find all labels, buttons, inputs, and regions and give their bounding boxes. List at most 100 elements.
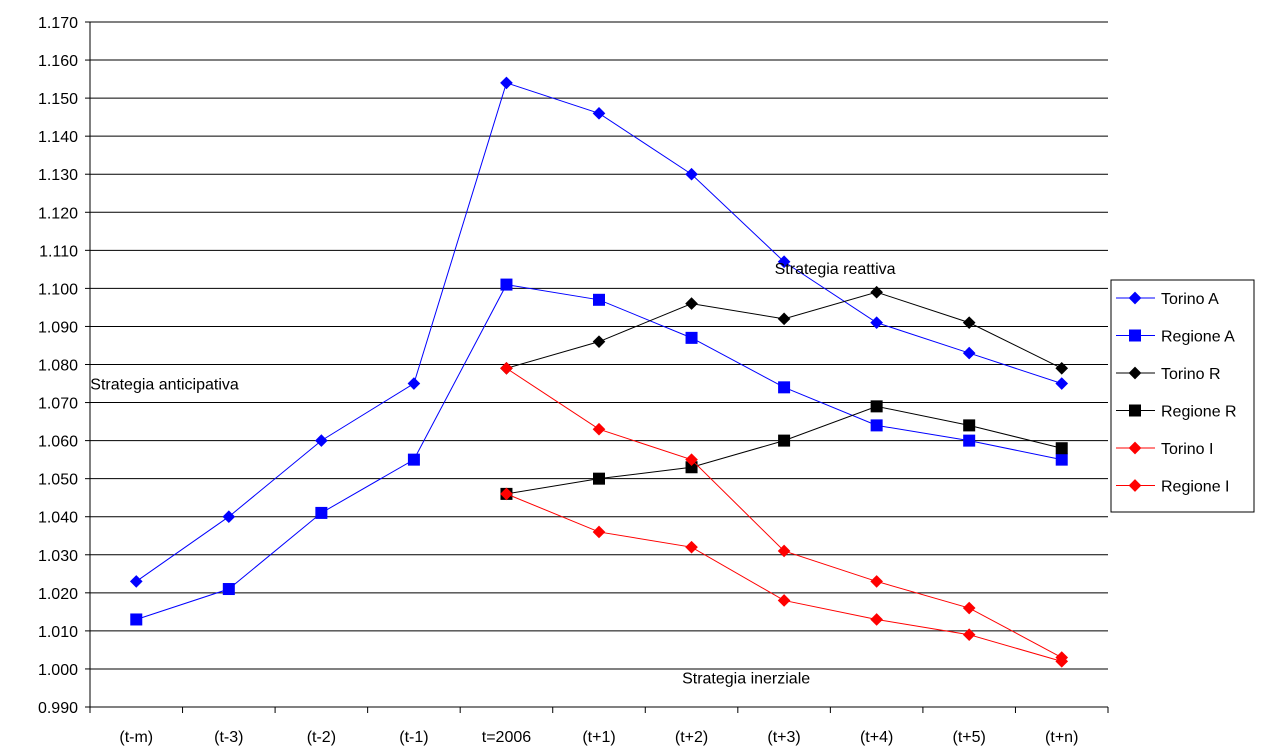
y-tick-label: 1.110 xyxy=(39,243,78,260)
series-regione-r xyxy=(500,400,1068,500)
data-point xyxy=(315,434,328,447)
y-tick-label: 1.140 xyxy=(38,129,78,146)
x-tick-label: (t-m) xyxy=(119,729,153,746)
annotations: Strategia anticipativa Strategia reattiva… xyxy=(90,261,895,688)
legend-label: Regione R xyxy=(1161,404,1237,421)
series-torino-a xyxy=(129,76,1069,588)
x-axis: (t-m) (t-3) (t-2) (t-1) t=2006 (t+1) (t+2) (t+3… xyxy=(89,706,1109,746)
y-tick-label: 1.090 xyxy=(38,319,78,336)
data-point xyxy=(962,316,976,329)
x-tick-label: (t-2) xyxy=(307,729,336,746)
y-tick-label: 1.040 xyxy=(38,510,78,527)
data-point xyxy=(685,540,698,554)
y-tick-label: 1.080 xyxy=(38,358,78,375)
legend-label: Regione A xyxy=(1161,329,1235,346)
x-tick-label: (t+5) xyxy=(953,729,986,746)
data-point xyxy=(963,434,976,447)
y-tick-label: 1.150 xyxy=(38,91,78,108)
legend: Torino A Regione A Torino R Regione R Torino… xyxy=(1110,279,1255,513)
series-line xyxy=(135,82,1062,582)
data-point xyxy=(870,613,883,626)
series-torino-i xyxy=(500,361,1069,664)
data-point xyxy=(500,278,513,291)
data-point xyxy=(222,583,235,596)
data-point xyxy=(870,575,883,588)
x-tick-label: (t+2) xyxy=(675,729,708,746)
data-point xyxy=(1055,377,1069,390)
legend-item-regione-i: Regione I xyxy=(1116,479,1230,496)
legend-box xyxy=(1110,279,1255,513)
legend-item-torino-a: Torino A xyxy=(1116,291,1219,308)
legend-marker xyxy=(1128,479,1142,492)
y-tick-label: 1.170 xyxy=(38,15,78,32)
data-point xyxy=(500,76,513,90)
series-torino-r xyxy=(500,285,1069,375)
series-line xyxy=(506,405,1062,495)
data-point xyxy=(870,285,883,299)
data-point xyxy=(777,255,791,269)
data-point xyxy=(685,297,698,310)
data-point xyxy=(592,107,606,120)
data-point xyxy=(500,487,513,501)
data-point xyxy=(777,594,791,607)
legend-marker xyxy=(1129,404,1141,417)
legend-marker xyxy=(1129,329,1141,342)
data-point xyxy=(685,461,698,474)
data-point xyxy=(685,331,698,344)
data-point xyxy=(1055,655,1069,668)
data-point xyxy=(778,381,791,394)
data-point xyxy=(962,628,976,642)
data-point xyxy=(500,361,513,375)
legend-marker xyxy=(1128,441,1142,455)
data-point xyxy=(777,544,791,558)
y-tick-label: 1.120 xyxy=(38,205,78,222)
grid-lines xyxy=(90,21,1108,708)
data-point xyxy=(592,422,606,436)
data-point xyxy=(963,419,976,432)
data-point xyxy=(685,167,698,181)
data-point xyxy=(870,419,883,432)
legend-label: Torino R xyxy=(1161,366,1221,383)
series-group xyxy=(129,76,1069,668)
y-tick-label: 1.070 xyxy=(38,396,78,413)
legend-marker xyxy=(1128,291,1142,305)
data-point xyxy=(870,316,883,329)
y-tick-label: 1.030 xyxy=(38,548,78,565)
y-tick-label: 1.000 xyxy=(38,662,78,679)
data-point xyxy=(593,293,605,306)
y-tick-label: 1.050 xyxy=(38,472,78,489)
data-point xyxy=(962,601,976,615)
legend-label: Regione I xyxy=(1161,479,1230,496)
data-point xyxy=(315,506,328,519)
x-tick-label: t=2006 xyxy=(482,729,531,746)
series-regione-i xyxy=(500,487,1069,668)
data-point xyxy=(407,377,421,390)
data-point xyxy=(593,472,605,485)
legend-item-torino-i: Torino I xyxy=(1116,441,1213,458)
y-tick-label: 1.020 xyxy=(38,586,78,603)
data-point xyxy=(778,434,791,447)
y-tick-label: 1.160 xyxy=(38,53,78,70)
data-point xyxy=(222,510,236,524)
legend-label: Torino I xyxy=(1161,441,1213,458)
series-line xyxy=(506,493,1062,662)
y-tick-label: 0.990 xyxy=(38,700,78,717)
x-tick-label: (t+n) xyxy=(1045,729,1078,746)
annotation-label: Strategia inerziale xyxy=(682,671,810,688)
annotation-label: Strategia anticipativa xyxy=(90,377,239,394)
x-tick-label: (t+1) xyxy=(582,729,615,746)
data-point xyxy=(1055,361,1069,375)
legend-item-regione-r: Regione R xyxy=(1116,404,1237,421)
data-point xyxy=(777,312,791,326)
y-axis-ticks: 0.990 1.000 1.010 1.020 1.030 1.040 1.050 1.060… xyxy=(38,15,91,717)
x-tick-label: (t+4) xyxy=(860,729,893,746)
data-point xyxy=(592,525,606,539)
y-tick-label: 1.130 xyxy=(38,167,78,184)
data-point xyxy=(1055,453,1068,466)
data-point xyxy=(870,400,883,413)
data-point xyxy=(129,575,143,588)
y-tick-label: 1.100 xyxy=(38,281,78,298)
data-point xyxy=(1055,442,1068,455)
series-line xyxy=(136,284,1062,620)
